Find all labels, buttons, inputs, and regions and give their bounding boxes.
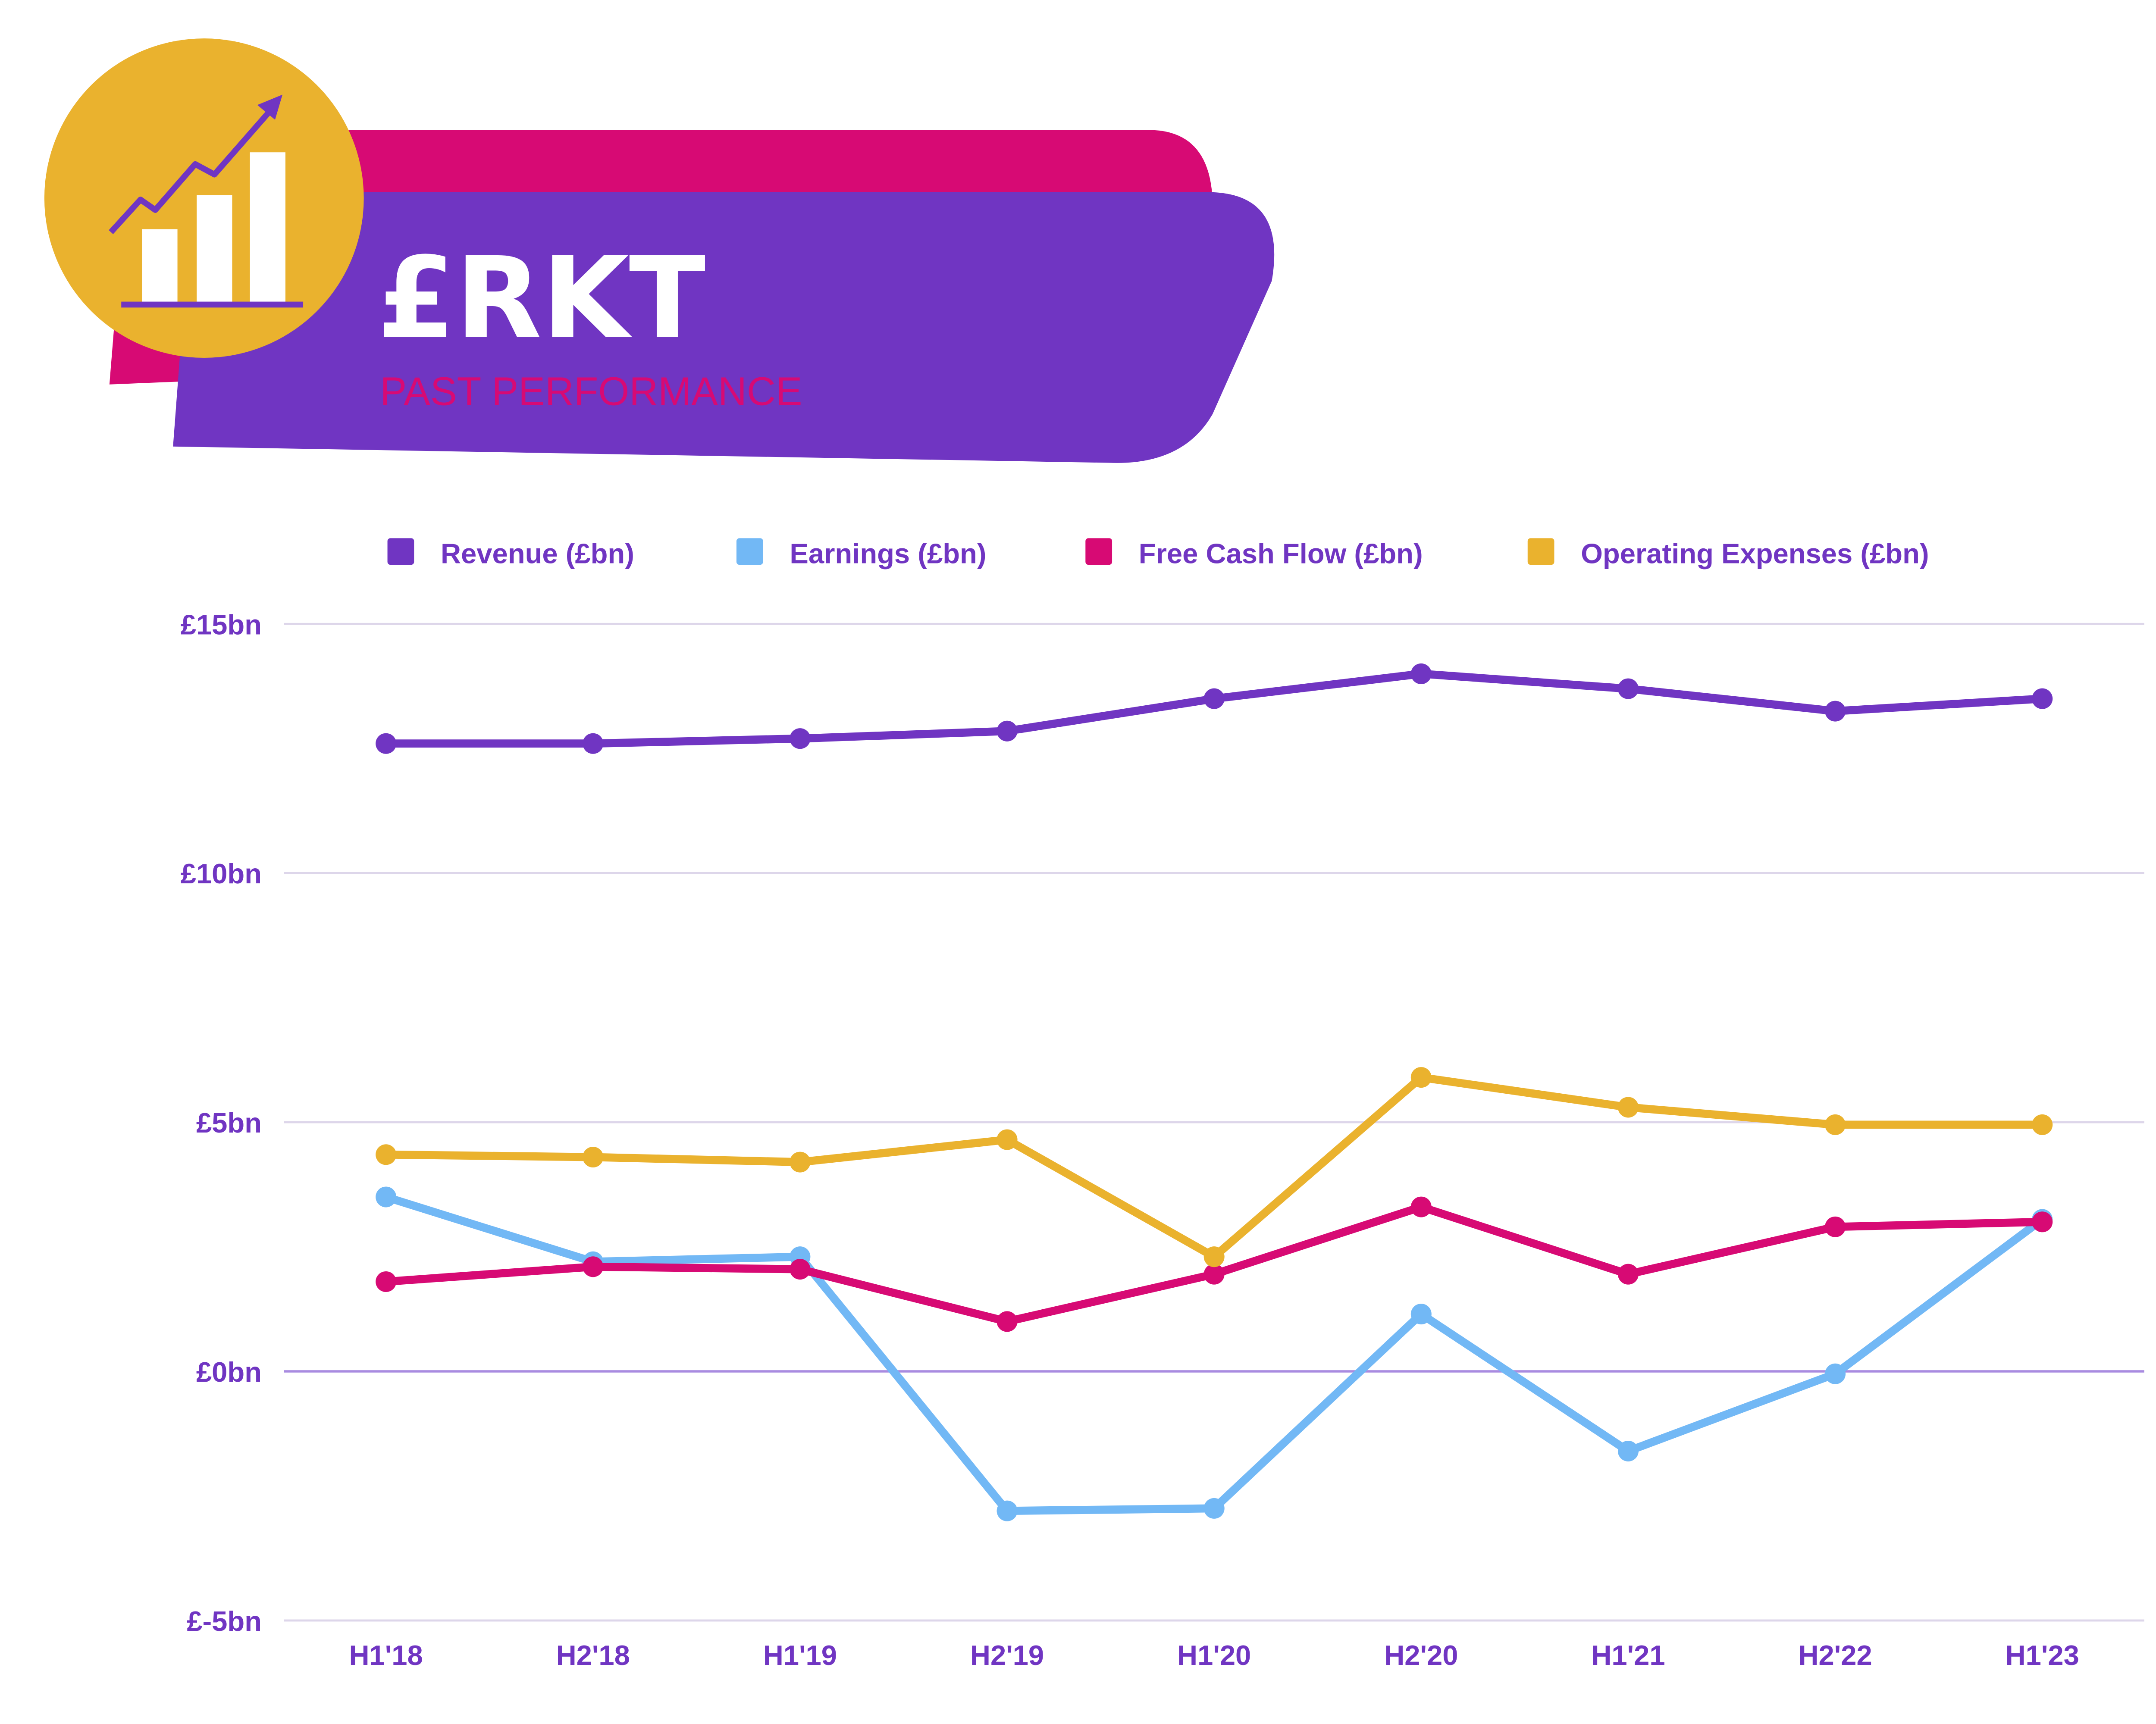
x-tick-label: H2'20 xyxy=(1384,1640,1458,1671)
legend-swatch xyxy=(1527,538,1554,565)
x-tick-label: H1'18 xyxy=(349,1640,423,1671)
series xyxy=(376,663,2053,754)
bar-chart-growth-icon xyxy=(109,94,304,308)
x-tick-label: H1'20 xyxy=(1177,1640,1251,1671)
data-point xyxy=(1825,1363,1846,1384)
y-tick-label: £0bn xyxy=(196,1356,262,1388)
data-point xyxy=(1203,688,1225,709)
data-point xyxy=(1410,1067,1432,1088)
y-tick-label: £10bn xyxy=(181,858,262,889)
data-point xyxy=(1617,1264,1639,1285)
data-point xyxy=(1825,701,1846,722)
subtitle: PAST PERFORMANCE xyxy=(380,369,802,414)
x-tick-label: H1'19 xyxy=(763,1640,837,1671)
series-line xyxy=(382,1193,2046,1515)
series xyxy=(376,1067,2053,1267)
data-point xyxy=(376,1186,397,1208)
ticker-title: £RKT xyxy=(377,233,706,364)
data-point xyxy=(1617,1097,1639,1118)
series-layer xyxy=(376,663,2053,1521)
banner-front-shape xyxy=(173,192,1275,463)
x-tick-label: H1'21 xyxy=(1591,1640,1665,1671)
data-point xyxy=(376,1144,397,1165)
y-tick-label: £-5bn xyxy=(187,1605,262,1637)
data-point xyxy=(997,720,1018,742)
data-point xyxy=(376,733,397,754)
x-axis: H1'18 H2'18 H1'19 H2'19 H1'20 H2'20 H1'21 H2'22… xyxy=(349,1640,2079,1671)
data-point xyxy=(1203,1264,1225,1285)
legend-label: Operating Expenses (£bn) xyxy=(1581,538,1929,569)
data-point xyxy=(2032,1114,2053,1135)
series xyxy=(376,1196,2053,1332)
legend-label: Revenue (£bn) xyxy=(441,538,634,569)
series-line xyxy=(382,1073,2046,1261)
legend-swatch xyxy=(1085,538,1112,565)
data-point xyxy=(1410,663,1432,684)
data-point xyxy=(1410,1196,1432,1217)
x-tick-label: H2'18 xyxy=(556,1640,630,1671)
legend-item: Revenue (£bn) xyxy=(387,538,634,569)
legend-swatch xyxy=(736,538,763,565)
data-point xyxy=(583,1256,604,1277)
data-point xyxy=(790,728,811,749)
legend-item: Earnings (£bn) xyxy=(736,538,987,569)
legend-item: Free Cash Flow (£bn) xyxy=(1085,538,1423,569)
grid xyxy=(284,623,2144,1622)
legend: Revenue (£bn) Earnings (£bn) Free Cash Flo… xyxy=(387,538,1929,569)
x-tick-label: H2'22 xyxy=(1798,1640,1872,1671)
data-point xyxy=(997,1500,1018,1521)
data-point xyxy=(1617,678,1639,699)
legend-label: Free Cash Flow (£bn) xyxy=(1139,538,1423,569)
data-point xyxy=(790,1151,811,1173)
legend-item: Operating Expenses (£bn) xyxy=(1527,538,1929,569)
data-point xyxy=(1617,1440,1639,1461)
y-tick-label: £15bn xyxy=(181,609,262,640)
data-point xyxy=(790,1259,811,1280)
data-point xyxy=(997,1311,1018,1332)
data-point xyxy=(376,1271,397,1292)
data-point xyxy=(1825,1114,1846,1135)
data-point xyxy=(1825,1216,1846,1237)
data-point xyxy=(1203,1246,1225,1267)
y-axis: £15bn £10bn £5bn £0bn £-5bn xyxy=(181,609,262,1637)
data-point xyxy=(583,1147,604,1168)
data-point xyxy=(1410,1304,1432,1325)
x-tick-label: H1'23 xyxy=(2006,1640,2079,1671)
data-point xyxy=(997,1129,1018,1150)
data-point xyxy=(583,733,604,754)
data-point xyxy=(2032,1211,2053,1233)
legend-swatch xyxy=(387,538,414,565)
legend-label: Earnings (£bn) xyxy=(790,538,986,569)
data-point xyxy=(1203,1498,1225,1519)
data-point xyxy=(2032,688,2053,709)
x-tick-label: H2'19 xyxy=(970,1640,1044,1671)
header-banner: £RKT PAST PERFORMANCE xyxy=(44,38,1275,463)
y-tick-label: £5bn xyxy=(196,1107,262,1139)
